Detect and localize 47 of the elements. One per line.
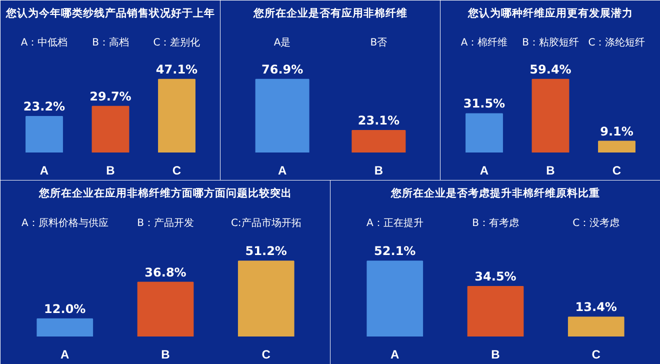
chart-title: 您所在企业在应用非棉纤维方面哪方面问题比较突出 xyxy=(38,186,292,200)
text: A：棉纤维 xyxy=(460,36,508,48)
x-tick-label: B xyxy=(161,348,170,362)
data-label: 52.1% xyxy=(374,244,416,258)
data-label: 36.8% xyxy=(144,265,186,280)
data-label: 12.0% xyxy=(44,302,86,316)
x-tick-label: A xyxy=(60,348,70,362)
text: A：原料价格与供应 xyxy=(21,216,108,229)
data-label: 34.5% xyxy=(474,270,516,284)
text: C:产品市场开拓 xyxy=(230,216,302,229)
text: A是 xyxy=(274,37,291,48)
text: B：高档 xyxy=(92,36,129,48)
x-tick-label: B xyxy=(546,164,556,178)
x-tick-label: A xyxy=(480,164,489,178)
chart-title: 您所在企业是否考虑提升非棉纤维原料比重 xyxy=(390,186,600,200)
x-tick-label: C xyxy=(262,348,271,362)
data-label: 29.7% xyxy=(90,89,132,104)
x-tick-label: C xyxy=(172,164,182,178)
data-label: 51.2% xyxy=(245,244,287,258)
data-label: 23.1% xyxy=(358,114,400,128)
chart-title: 您认为哪种纤维应用更有发展潜力 xyxy=(467,6,633,20)
x-tick-label: A xyxy=(390,348,400,362)
data-label: 76.9% xyxy=(262,62,304,76)
data-label: 23.2% xyxy=(23,99,66,114)
x-tick-label: C xyxy=(592,348,601,362)
text: B否 xyxy=(370,37,388,48)
text: A：中低档 xyxy=(20,36,68,48)
text: C：涤纶短纤 xyxy=(588,36,646,48)
text: C：差别化 xyxy=(153,36,200,48)
data-label: 13.4% xyxy=(575,300,617,314)
data-label: 9.1% xyxy=(600,124,634,138)
data-label: 59.4% xyxy=(530,62,572,76)
x-tick-label: B xyxy=(106,164,116,178)
text: A：正在提升 xyxy=(366,216,424,229)
data-label: 31.5% xyxy=(463,96,506,111)
text: B：产品开发 xyxy=(137,216,194,229)
text: B：有考虑 xyxy=(472,216,519,229)
data-label: 47.1% xyxy=(156,62,198,76)
chart-title: 您所在企业是否有应用非棉纤维 xyxy=(252,6,408,20)
x-tick-label: A xyxy=(278,164,287,178)
chart-title: 您认为今年哪类纱线产品销售状况好于上年 xyxy=(5,6,215,20)
text: C：没考虑 xyxy=(572,216,620,229)
x-tick-label: B xyxy=(491,348,500,362)
text: B：粘胶短纤 xyxy=(522,36,579,48)
x-tick-label: C xyxy=(612,164,622,178)
x-tick-label: B xyxy=(374,164,384,178)
x-tick-label: A xyxy=(40,164,49,178)
